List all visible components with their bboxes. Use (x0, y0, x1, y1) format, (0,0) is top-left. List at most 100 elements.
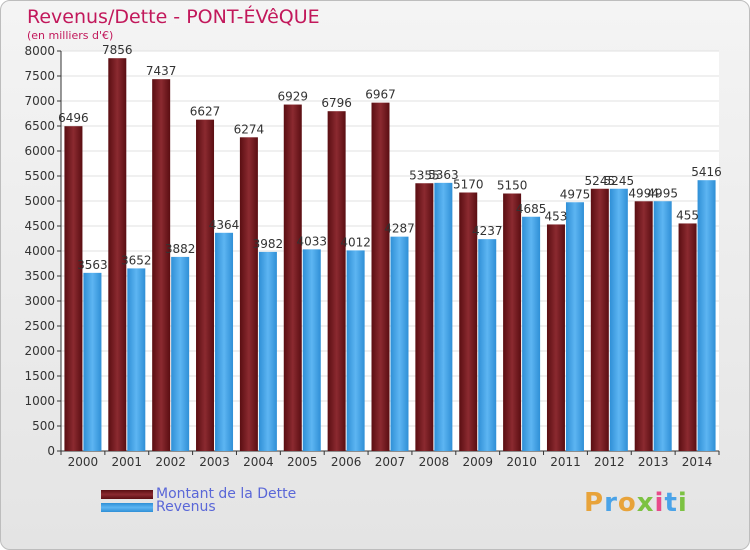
data-label-revenus: 4033 (296, 234, 327, 248)
bar-revenus (434, 182, 453, 451)
y-tick-label: 7000 (24, 94, 55, 108)
bar-dette (152, 79, 171, 452)
bar-dette (590, 188, 609, 451)
y-tick-label: 2500 (24, 319, 55, 333)
bar-dette (196, 119, 215, 452)
bar-revenus (258, 251, 277, 451)
data-label-revenus: 4975 (560, 187, 591, 201)
x-tick-label: 2008 (419, 455, 450, 469)
data-label-revenus: 3652 (121, 253, 152, 267)
data-label-dette: 5170 (453, 178, 484, 192)
y-tick-label: 3500 (24, 269, 55, 283)
chart-title: Revenus/Dette - PONT-ÉVêQUE (27, 6, 320, 28)
y-tick-label: 6500 (24, 119, 55, 133)
logo-letter: i (654, 488, 665, 518)
data-label-revenus: 5363 (428, 168, 459, 182)
data-label-revenus: 4364 (209, 218, 240, 232)
y-tick-label: 4500 (24, 219, 55, 233)
bar-dette (327, 111, 346, 451)
y-tick-label: 1000 (24, 394, 55, 408)
x-tick-label: 2009 (462, 455, 493, 469)
legend-label-dette: Montant de la Dette (156, 486, 297, 502)
bar-dette (459, 192, 478, 451)
data-label-revenus: 4287 (384, 222, 415, 236)
data-label-revenus: 4995 (647, 186, 678, 200)
data-label-dette: 6274 (234, 122, 265, 136)
bar-revenus (697, 180, 716, 451)
y-tick-label: 6000 (24, 144, 55, 158)
x-tick-label: 2010 (506, 455, 537, 469)
data-label-revenus: 4012 (340, 235, 371, 249)
bar-dette (634, 201, 653, 451)
bar-revenus (565, 202, 584, 451)
data-label-dette: 6796 (321, 96, 352, 110)
bar-dette (371, 102, 390, 452)
data-label-dette: 453 (545, 209, 568, 223)
data-label-revenus: 3563 (77, 258, 108, 272)
data-label-revenus: 3982 (253, 237, 284, 251)
bar-revenus (609, 188, 628, 451)
bar-revenus (127, 268, 146, 451)
data-label-dette: 7437 (146, 64, 177, 78)
y-tick-label: 8000 (24, 44, 55, 58)
y-tick-label: 7500 (24, 69, 55, 83)
y-tick-label: 1500 (24, 369, 55, 383)
data-label-revenus: 4237 (472, 224, 503, 238)
bar-dette (503, 193, 522, 451)
logo-letter: P (584, 488, 605, 518)
data-label-dette: 6627 (190, 105, 221, 119)
bar-revenus (171, 256, 190, 451)
bar-revenus (522, 216, 541, 451)
logo-letter: x (636, 488, 655, 518)
legend-label-revenus: Revenus (156, 499, 216, 515)
data-label-dette: 4994 (628, 186, 659, 200)
y-tick-label: 5000 (24, 194, 55, 208)
data-label-revenus: 4685 (516, 202, 547, 216)
x-tick-label: 2005 (287, 455, 318, 469)
logo-letter: i (677, 488, 688, 518)
legend-swatch-revenus (101, 503, 153, 512)
data-label-dette: 6929 (277, 90, 308, 104)
y-tick-label: 5500 (24, 169, 55, 183)
x-tick-label: 2002 (155, 455, 186, 469)
logo-letter: o (617, 488, 637, 518)
bar-revenus (478, 239, 497, 451)
y-tick-label: 2000 (24, 344, 55, 358)
bar-revenus (215, 232, 234, 451)
x-tick-label: 2011 (550, 455, 581, 469)
data-label-dette: 5355 (409, 168, 440, 182)
x-tick-label: 2000 (68, 455, 99, 469)
data-label-revenus: 5416 (691, 165, 722, 179)
x-tick-label: 2007 (375, 455, 406, 469)
legend-swatch-dette (101, 490, 153, 499)
logo-letter: t (664, 488, 678, 518)
data-label-dette: 5150 (497, 179, 528, 193)
x-tick-label: 2013 (638, 455, 669, 469)
x-tick-label: 2004 (243, 455, 274, 469)
proxiti-logo: Proxiti (584, 488, 688, 518)
data-label-dette: 455 (676, 208, 699, 222)
bar-revenus (83, 272, 102, 451)
y-tick-label: 4000 (24, 244, 55, 258)
bar-dette (239, 137, 258, 452)
data-label-dette: 6496 (58, 111, 89, 125)
x-tick-label: 2001 (112, 455, 143, 469)
bar-dette (108, 58, 127, 451)
bar-dette (546, 224, 565, 451)
x-tick-label: 2003 (199, 455, 230, 469)
data-label-dette: 7856 (102, 43, 133, 57)
y-tick-label: 500 (32, 419, 55, 433)
data-label-revenus: 5245 (604, 174, 635, 188)
x-tick-label: 2006 (331, 455, 362, 469)
x-tick-label: 2014 (682, 455, 713, 469)
data-label-dette: 5245 (585, 174, 616, 188)
bar-revenus (302, 249, 321, 451)
chart-subtitle: (en milliers d'€) (27, 29, 114, 42)
data-label-dette: 6967 (365, 88, 396, 102)
bar-dette (415, 183, 434, 451)
y-tick-label: 3000 (24, 294, 55, 308)
bar-dette (64, 126, 83, 451)
bar-revenus (390, 236, 409, 451)
